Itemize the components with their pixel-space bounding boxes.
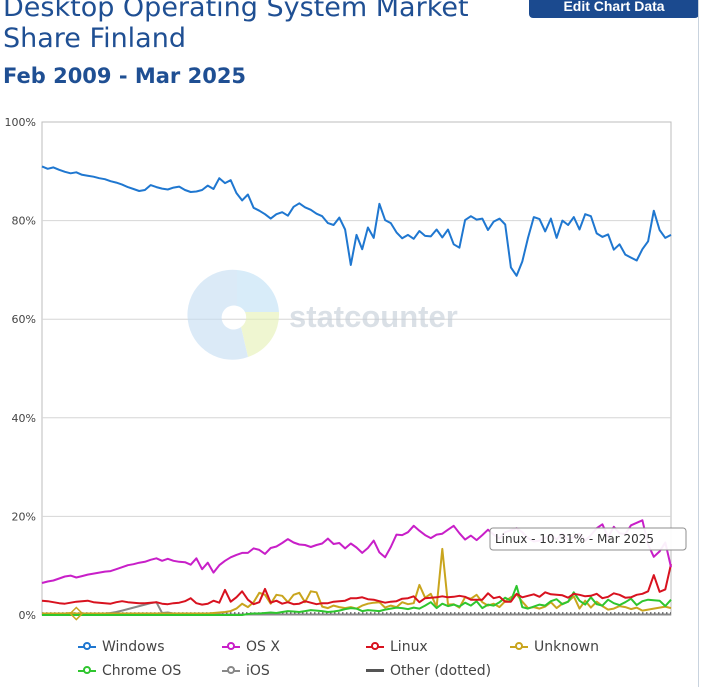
- grid-lines: [42, 220, 671, 517]
- tooltip-text: Linux - 10.31% - Mar 2025: [495, 532, 654, 546]
- y-tick-label: 40%: [12, 412, 36, 425]
- legend-label: Windows: [102, 639, 165, 655]
- chart-title: Desktop Operating System Market Share Fi…: [3, 0, 469, 54]
- tooltip: Linux - 10.31% - Mar 2025: [489, 527, 687, 551]
- watermark-text: statcounter: [289, 299, 458, 334]
- chart-subtitle: Feb 2009 - Mar 2025: [3, 64, 247, 88]
- legend-item-unknown[interactable]: Unknown: [510, 638, 599, 656]
- legend-dash-icon: [366, 662, 386, 680]
- legend-label: OS X: [246, 639, 280, 655]
- y-tick-label: 100%: [5, 116, 36, 129]
- legend-ring-icon: [366, 638, 386, 656]
- series-line-ios[interactable]: [42, 601, 671, 616]
- series-line-windows[interactable]: [41, 165, 672, 277]
- page-divider: [698, 0, 699, 687]
- legend-label: iOS: [246, 663, 270, 679]
- legend-label: Unknown: [534, 639, 599, 655]
- legend-label: Other (dotted): [390, 663, 492, 679]
- series-line-chrome-os[interactable]: [42, 584, 672, 616]
- y-tick-label: 80%: [12, 215, 36, 228]
- edit-chart-data-button[interactable]: Edit Chart Data: [529, 0, 699, 18]
- legend-label: Linux: [390, 639, 428, 655]
- legend-ring-icon: [78, 638, 98, 656]
- legend-item-other-dotted[interactable]: Other (dotted): [366, 662, 491, 680]
- legend-item-chrome-os[interactable]: Chrome OS: [78, 662, 181, 680]
- legend-label: Chrome OS: [102, 663, 182, 679]
- legend-item-os-x[interactable]: OS X: [222, 638, 280, 656]
- series-line-linux[interactable]: [41, 563, 672, 606]
- legend-ring-icon: [78, 662, 98, 680]
- y-axis-tick-labels: 100% 80% 60% 40% 20% 0%: [5, 116, 36, 622]
- y-tick-label: 20%: [12, 510, 36, 523]
- series-markers: [69, 606, 84, 621]
- legend-item-windows[interactable]: Windows: [78, 638, 165, 656]
- y-tick-label: 60%: [12, 313, 36, 326]
- unknown-hover-marker: [69, 606, 84, 621]
- legend-item-ios[interactable]: iOS: [222, 662, 270, 680]
- legend-item-linux[interactable]: Linux: [366, 638, 428, 656]
- statcounter-logo-icon: [187, 269, 280, 360]
- legend-ring-icon: [222, 662, 242, 680]
- legend-ring-icon: [222, 638, 242, 656]
- legend-ring-icon: [510, 638, 530, 656]
- tooltip-box: [489, 527, 687, 551]
- statcounter-watermark: statcounter: [187, 269, 458, 360]
- y-tick-label: 0%: [19, 609, 36, 622]
